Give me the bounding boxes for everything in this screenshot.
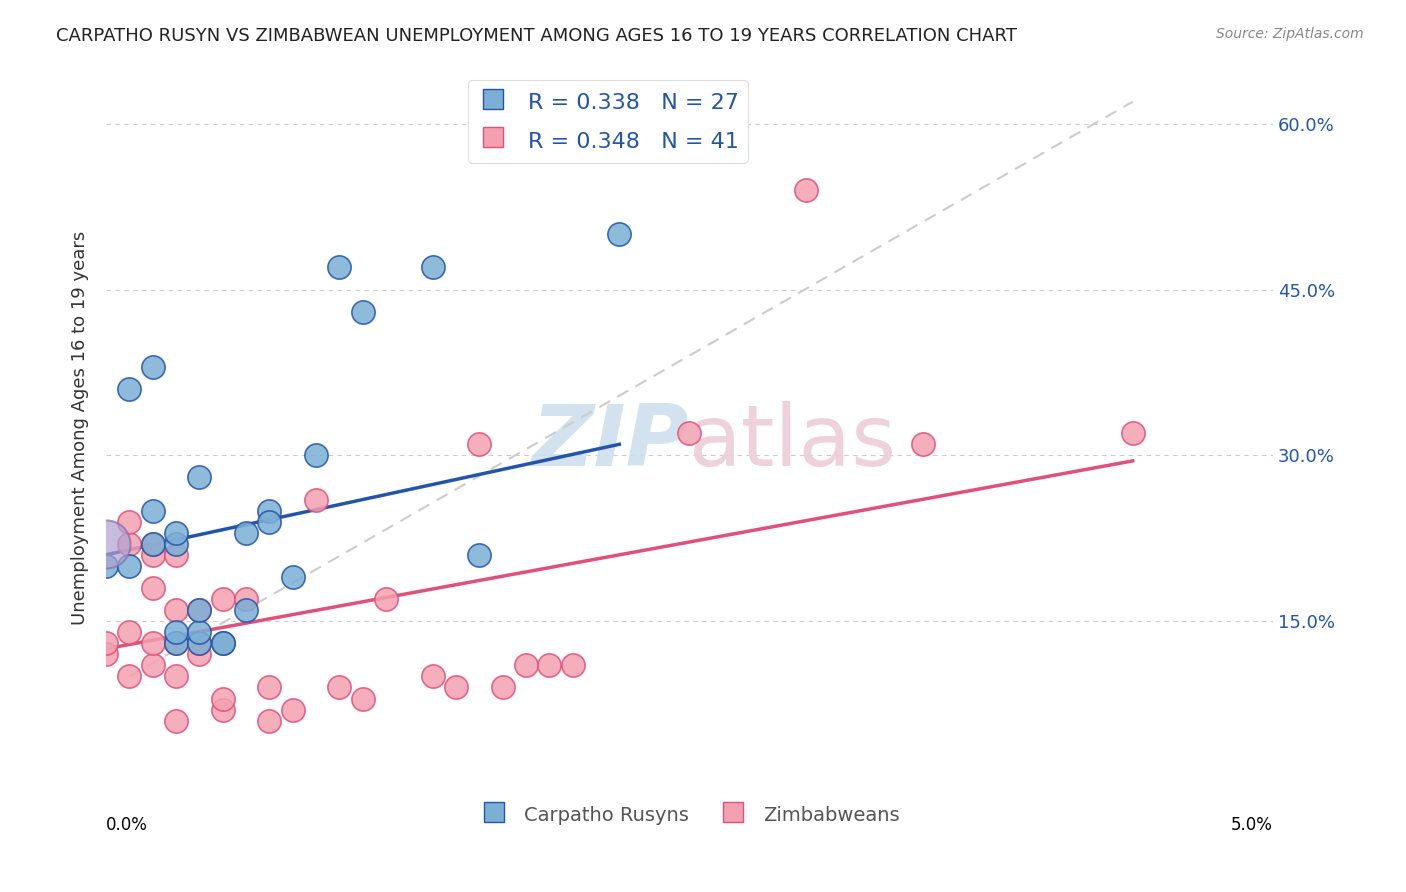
Point <box>211 691 233 706</box>
Point <box>188 648 211 662</box>
Point <box>94 636 117 650</box>
Point <box>468 437 491 451</box>
Point <box>328 260 350 275</box>
Point <box>118 382 141 396</box>
Point <box>142 548 165 562</box>
Point <box>188 636 211 650</box>
Point <box>538 658 561 673</box>
Text: 0.0%: 0.0% <box>105 815 148 834</box>
Point <box>211 636 233 650</box>
Point <box>422 669 444 683</box>
Point <box>118 669 141 683</box>
Text: 5.0%: 5.0% <box>1230 815 1272 834</box>
Point <box>165 525 187 540</box>
Point <box>165 625 187 640</box>
Point <box>188 636 211 650</box>
Point <box>259 681 281 695</box>
Point <box>794 183 817 197</box>
Point <box>118 537 141 551</box>
Point <box>444 681 467 695</box>
Point <box>142 636 165 650</box>
Point <box>911 437 934 451</box>
Point <box>165 714 187 728</box>
Point <box>211 636 233 650</box>
Point <box>259 714 281 728</box>
Point <box>188 470 211 484</box>
Point <box>94 558 117 573</box>
Point <box>165 669 187 683</box>
Point <box>165 636 187 650</box>
Point <box>352 304 374 318</box>
Point <box>188 603 211 617</box>
Point <box>142 503 165 517</box>
Point <box>259 503 281 517</box>
Text: Source: ZipAtlas.com: Source: ZipAtlas.com <box>1216 27 1364 41</box>
Point <box>305 448 328 462</box>
Point <box>281 570 304 584</box>
Point <box>211 702 233 716</box>
Point <box>142 581 165 595</box>
Point <box>165 603 187 617</box>
Point <box>422 260 444 275</box>
Point <box>188 603 211 617</box>
Point <box>165 537 187 551</box>
Text: ZIP: ZIP <box>531 401 689 483</box>
Point <box>188 625 211 640</box>
Point <box>118 515 141 529</box>
Point <box>94 648 117 662</box>
Point <box>281 702 304 716</box>
Point <box>305 492 328 507</box>
Point <box>352 691 374 706</box>
Point <box>375 592 398 607</box>
Point <box>142 537 165 551</box>
Point <box>1122 426 1144 441</box>
Point <box>561 658 583 673</box>
Point <box>235 603 257 617</box>
Point <box>94 537 117 551</box>
Point <box>211 592 233 607</box>
Point <box>118 625 141 640</box>
Point <box>678 426 700 441</box>
Point <box>259 515 281 529</box>
Text: atlas: atlas <box>689 401 897 483</box>
Point <box>235 525 257 540</box>
Point <box>142 658 165 673</box>
Point <box>491 681 513 695</box>
Point <box>165 636 187 650</box>
Point <box>235 592 257 607</box>
Point <box>607 227 630 242</box>
Point <box>118 558 141 573</box>
Point <box>468 548 491 562</box>
Point <box>142 359 165 374</box>
Point <box>142 537 165 551</box>
Point <box>165 548 187 562</box>
Y-axis label: Unemployment Among Ages 16 to 19 years: Unemployment Among Ages 16 to 19 years <box>72 231 89 625</box>
Legend: R = 0.338   N = 27, R = 0.348   N = 41: R = 0.338 N = 27, R = 0.348 N = 41 <box>468 79 748 162</box>
Point <box>515 658 537 673</box>
Point <box>328 681 350 695</box>
Text: CARPATHO RUSYN VS ZIMBABWEAN UNEMPLOYMENT AMONG AGES 16 TO 19 YEARS CORRELATION : CARPATHO RUSYN VS ZIMBABWEAN UNEMPLOYMEN… <box>56 27 1017 45</box>
